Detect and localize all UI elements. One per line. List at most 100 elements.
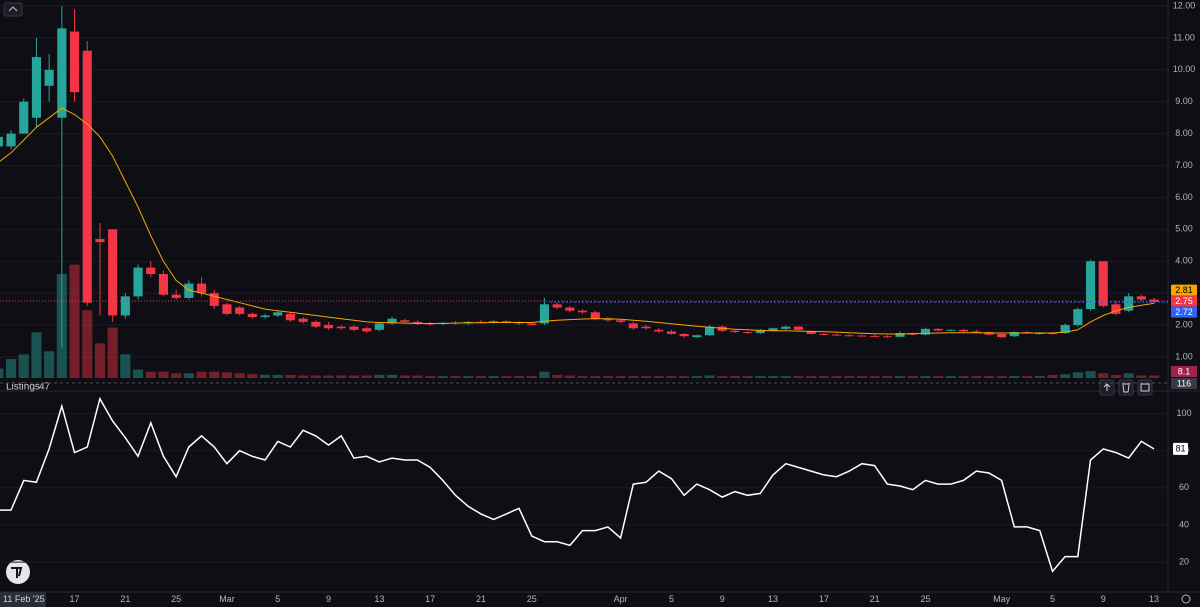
candle-body (362, 328, 372, 332)
x-tick-label: Apr (614, 594, 628, 604)
candle-body (552, 304, 562, 308)
candle-body (323, 325, 334, 329)
volume-bar (971, 376, 982, 378)
volume-bar (552, 374, 563, 378)
candle-body (196, 283, 207, 294)
volume-bar (1021, 376, 1033, 378)
volume-bar (171, 373, 182, 378)
volume-bar (450, 376, 461, 378)
volume-bar (272, 374, 283, 378)
y-tick-label: 2.00 (1175, 319, 1193, 329)
marker-label-box (1171, 378, 1197, 389)
candle-body (641, 326, 651, 329)
candle-body (679, 333, 689, 337)
candle-body (806, 331, 816, 334)
volume-label-box (1171, 366, 1197, 377)
x-tick-label: 25 (920, 594, 930, 604)
x-tick-label: 11 Feb '25 (3, 594, 45, 604)
volume-bar (259, 374, 271, 378)
delete-button[interactable] (1118, 379, 1134, 396)
volume-bar (996, 376, 1007, 378)
candle-body (857, 335, 867, 337)
volume-bar (221, 372, 233, 378)
last-value-label: 81 (1175, 444, 1185, 454)
volume-bar (437, 376, 448, 378)
volume-bar (361, 375, 372, 378)
y-tick-label: 11.00 (1173, 32, 1195, 42)
volume-bar (640, 376, 652, 378)
x-tick-label: 17 (819, 594, 829, 604)
marker-label: 116 (1177, 378, 1191, 388)
price-label-box (1171, 295, 1197, 307)
volume-bar (82, 310, 93, 378)
candle-body (158, 274, 169, 295)
last-value-box (1173, 442, 1188, 455)
volume-bar (336, 375, 347, 378)
collapse-button[interactable] (3, 2, 23, 17)
y-tick-label: 7.00 (1175, 160, 1193, 170)
candle-body (336, 326, 346, 329)
maximize-button[interactable] (1137, 379, 1153, 396)
candle-body (819, 333, 829, 335)
button-icon[interactable] (8, 6, 18, 12)
y-tick-label: 60 (1179, 482, 1189, 492)
volume-bar (729, 376, 741, 378)
volume-bar (120, 354, 131, 378)
candle-body (273, 312, 283, 316)
volume-bar (0, 368, 4, 378)
button-frame[interactable] (3, 2, 23, 17)
button-icon[interactable] (1122, 383, 1130, 393)
y-tick-label: 9.00 (1175, 96, 1193, 106)
volume-bar (806, 376, 817, 378)
x-tick-label: 21 (476, 594, 486, 604)
candle-body (184, 283, 194, 298)
candle-body (577, 310, 588, 313)
volume-bar (945, 376, 956, 378)
x-tick-label: 13 (1149, 594, 1159, 604)
x-tick-label: 17 (70, 594, 80, 604)
candle-body (82, 50, 92, 303)
logo (6, 560, 30, 584)
candle-body (209, 293, 219, 306)
button-icon[interactable] (1103, 383, 1111, 391)
candle-body (882, 336, 892, 338)
volume-bar (780, 376, 791, 378)
candle-body (374, 323, 384, 330)
candle-body (781, 326, 791, 329)
candle-body (755, 329, 765, 334)
y-tick-label: 100 (1176, 408, 1191, 418)
volume-bar (1085, 371, 1096, 378)
volume-bar (983, 376, 995, 378)
volume-bar (501, 376, 512, 378)
volume-bar (907, 376, 918, 378)
volume-bar (44, 351, 55, 378)
settings-icon[interactable] (1181, 594, 1191, 604)
volume-bar (933, 376, 944, 378)
candle-body (971, 331, 981, 333)
price-label: 2.75 (1175, 296, 1193, 306)
button-icon[interactable] (1140, 383, 1150, 392)
volume-bar (183, 373, 194, 378)
candle-body (31, 57, 42, 118)
volume-bar (31, 332, 42, 378)
candle-body (527, 323, 537, 326)
volume-bar (831, 376, 842, 378)
volume-bar (323, 375, 334, 378)
x-tick-label: 25 (171, 594, 181, 604)
volume-bar (653, 376, 664, 378)
candle-body (171, 294, 181, 298)
volume-bar (704, 375, 715, 378)
y-tick-label: 20 (1179, 557, 1189, 567)
volume-bar (107, 327, 118, 378)
x-tick-label: 5 (275, 594, 280, 604)
candle-body (235, 307, 245, 314)
pane-buttons[interactable] (1099, 379, 1153, 396)
y-tick-label: 4.00 (1175, 256, 1193, 266)
volume-bar (869, 376, 880, 378)
volume-bar (1072, 372, 1083, 378)
volume-bar (590, 376, 601, 378)
volume-bar (1009, 376, 1020, 378)
volume-bar (247, 374, 258, 378)
volume-bar (425, 376, 436, 378)
